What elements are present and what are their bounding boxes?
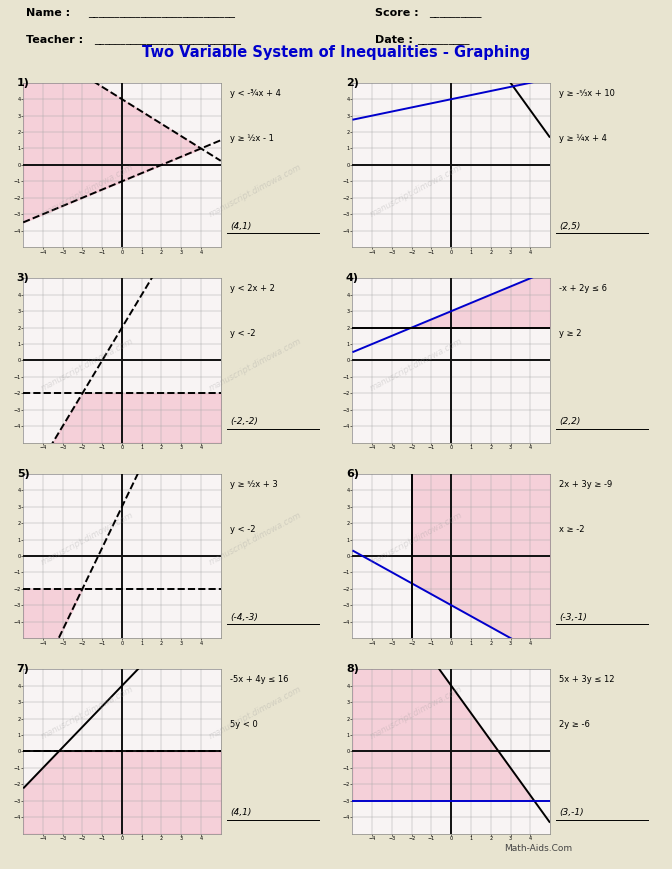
Text: manuscript.dimowa.com: manuscript.dimowa.com [40, 337, 135, 393]
Text: 4): 4) [346, 273, 359, 283]
Text: y ≥ -⁵⁄₃x + 10: y ≥ -⁵⁄₃x + 10 [559, 89, 615, 97]
Text: __________: __________ [417, 36, 469, 45]
Text: Math-Aids.Com: Math-Aids.Com [504, 845, 572, 853]
Text: ____________________________: ____________________________ [87, 8, 235, 18]
Text: Two Variable System of Inequalities - Graphing: Two Variable System of Inequalities - Gr… [142, 44, 530, 60]
Text: ____________________________: ____________________________ [94, 36, 241, 45]
Text: 2y ≥ -6: 2y ≥ -6 [559, 720, 590, 729]
Text: 6): 6) [346, 468, 359, 479]
Text: (2,2): (2,2) [559, 417, 581, 426]
Text: (-2,-2): (-2,-2) [230, 417, 258, 426]
Text: 5y < 0: 5y < 0 [230, 720, 258, 729]
Text: manuscript.dimowa.com: manuscript.dimowa.com [369, 163, 464, 219]
Text: -x + 2y ≤ 6: -x + 2y ≤ 6 [559, 284, 607, 293]
Text: manuscript.dimowa.com: manuscript.dimowa.com [208, 163, 303, 219]
Text: 1): 1) [17, 77, 30, 88]
Text: -5x + 4y ≤ 16: -5x + 4y ≤ 16 [230, 675, 288, 684]
Text: Name :: Name : [26, 8, 71, 18]
Text: manuscript.dimowa.com: manuscript.dimowa.com [208, 685, 303, 740]
Text: (2,5): (2,5) [559, 222, 581, 230]
Text: (4,1): (4,1) [230, 222, 251, 230]
Text: y < -2: y < -2 [230, 329, 255, 338]
Text: manuscript.dimowa.com: manuscript.dimowa.com [369, 337, 464, 393]
Text: manuscript.dimowa.com: manuscript.dimowa.com [40, 163, 135, 219]
Text: Teacher :: Teacher : [26, 36, 83, 45]
Text: 5x + 3y ≤ 12: 5x + 3y ≤ 12 [559, 675, 615, 684]
Text: 5): 5) [17, 468, 30, 479]
Text: x ≥ -2: x ≥ -2 [559, 525, 585, 534]
Text: Date :: Date : [375, 36, 413, 45]
Text: manuscript.dimowa.com: manuscript.dimowa.com [369, 511, 464, 567]
Text: y < 2x + 2: y < 2x + 2 [230, 284, 275, 293]
Text: 2x + 3y ≥ -9: 2x + 3y ≥ -9 [559, 480, 612, 488]
Text: manuscript.dimowa.com: manuscript.dimowa.com [208, 337, 303, 393]
Text: 3): 3) [17, 273, 30, 283]
Text: (-3,-1): (-3,-1) [559, 613, 587, 621]
Text: y ≥ ½x - 1: y ≥ ½x - 1 [230, 134, 274, 143]
Text: 2): 2) [346, 77, 359, 88]
Text: (-4,-3): (-4,-3) [230, 613, 258, 621]
Text: manuscript.dimowa.com: manuscript.dimowa.com [40, 685, 135, 740]
Text: 8): 8) [346, 664, 359, 674]
Text: (3,-1): (3,-1) [559, 808, 584, 817]
Text: y < -2: y < -2 [230, 525, 255, 534]
Text: y ≥ ⁵⁄₂x + 3: y ≥ ⁵⁄₂x + 3 [230, 480, 278, 488]
Text: Score :: Score : [375, 8, 419, 18]
Text: y < -¾x + 4: y < -¾x + 4 [230, 89, 281, 97]
Text: y ≥ 2: y ≥ 2 [559, 329, 582, 338]
Text: __________: __________ [429, 8, 482, 18]
Text: manuscript.dimowa.com: manuscript.dimowa.com [208, 511, 303, 567]
Text: (4,1): (4,1) [230, 808, 251, 817]
Text: manuscript.dimowa.com: manuscript.dimowa.com [40, 511, 135, 567]
Text: 7): 7) [17, 664, 30, 674]
Text: y ≥ ¼x + 4: y ≥ ¼x + 4 [559, 134, 607, 143]
Text: manuscript.dimowa.com: manuscript.dimowa.com [369, 685, 464, 740]
